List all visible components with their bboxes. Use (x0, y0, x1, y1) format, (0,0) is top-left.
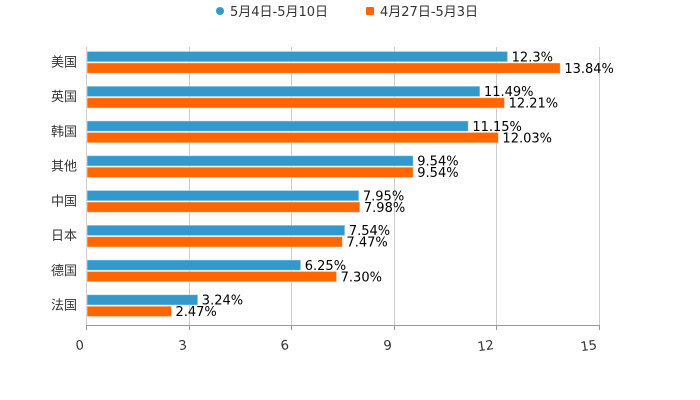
data-label: 12.21% (509, 97, 559, 112)
bar-series-a[interactable] (86, 224, 346, 237)
bar-series-a[interactable] (86, 259, 302, 271)
category-label: 德国 (51, 264, 77, 279)
chart-legend: 5月4日-5月10日 4月27日-5月3日 (0, 4, 700, 24)
data-label: 7.98% (364, 201, 405, 216)
data-label: 3.24% (202, 294, 243, 309)
bar-series-b[interactable] (86, 305, 172, 318)
data-label: 12.3% (512, 50, 553, 65)
category-label: 其他 (51, 160, 77, 175)
bar-series-a[interactable] (86, 155, 414, 167)
data-label: 7.54% (349, 224, 390, 239)
bar-series-a[interactable] (86, 294, 199, 306)
legend-label-series-a: 5月4日-5月10日 (230, 5, 329, 20)
x-axis: 0 3 6 9 12 15 (75, 325, 600, 355)
data-label: 11.49% (484, 85, 534, 100)
category-label: 日本 (51, 229, 77, 244)
bar-series-b[interactable] (86, 270, 338, 283)
data-label: 9.54% (417, 155, 458, 170)
x-tick-label: 12 (477, 338, 495, 355)
bar-series-a[interactable] (86, 120, 469, 132)
category-label: 韩国 (51, 125, 77, 140)
category-label: 英国 (51, 90, 77, 105)
legend-square-icon (366, 7, 374, 15)
bar-series-a[interactable] (86, 85, 481, 98)
x-tick-label: 6 (280, 338, 290, 354)
x-tick-label: 15 (580, 338, 598, 355)
legend-item-series-a[interactable]: 5月4日-5月10日 (216, 4, 328, 22)
data-label: 7.47% (346, 236, 387, 251)
bar-series-b[interactable] (86, 236, 343, 248)
data-label: 13.84% (564, 62, 614, 77)
x-tick-label: 3 (178, 338, 188, 354)
bar-series: 12.3% 13.84% 11.49%12.21% 11.15%12.03% 9.54%… (86, 50, 614, 320)
bar-series-b[interactable] (86, 62, 561, 74)
legend-label-series-b: 4月27日-5月3日 (380, 5, 479, 20)
x-tick-label: 0 (75, 338, 85, 354)
data-label: 7.30% (341, 270, 382, 285)
data-label: 12.03% (502, 131, 552, 146)
data-label: 6.25% (305, 259, 346, 274)
data-label: 11.15% (472, 120, 522, 135)
category-label: 法国 (51, 299, 77, 314)
category-label: 美国 (51, 55, 77, 70)
bar-series-b[interactable] (86, 131, 499, 144)
bar-series-a[interactable] (86, 50, 509, 63)
legend-circle-icon (216, 7, 224, 15)
category-label: 中国 (51, 194, 77, 209)
bar-series-a[interactable] (86, 189, 360, 202)
legend-item-series-b[interactable]: 4月27日-5月3日 (366, 4, 478, 22)
bar-series-b[interactable] (86, 201, 361, 213)
data-label: 2.47% (175, 305, 216, 320)
bar-series-b[interactable] (86, 97, 506, 109)
data-label: 9.54% (417, 166, 458, 181)
bar-series-b[interactable] (86, 166, 414, 179)
x-tick-label: 9 (383, 338, 393, 354)
data-label: 7.95% (363, 189, 404, 204)
